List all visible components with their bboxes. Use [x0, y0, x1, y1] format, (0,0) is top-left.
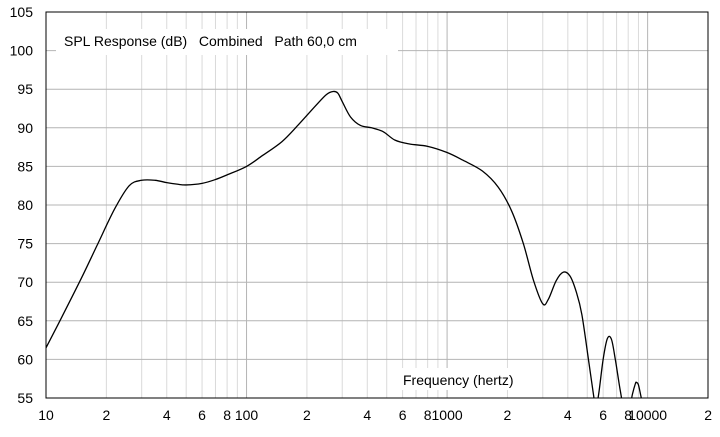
y-tick-labels: 55 60 65 70 75 80 85 90 95 100 105: [10, 4, 34, 406]
x-tick-label: 8: [624, 407, 632, 423]
x-axis-label: Frequency (hertz): [403, 372, 513, 388]
chart-title: SPL Response (dB) Combined Path 60,0 cm: [64, 33, 357, 49]
x-tick-label: 100: [235, 407, 259, 423]
y-tick-label: 65: [17, 313, 33, 329]
title-background: [56, 29, 398, 55]
plot-frame: [45, 11, 709, 399]
x-tick-label: 2: [102, 407, 110, 423]
grid-layer: [46, 12, 709, 398]
y-tick-label: 100: [10, 43, 34, 59]
x-tick-label: 2: [504, 407, 512, 423]
y-tick-label: 95: [17, 81, 33, 97]
y-tick-label: 70: [17, 274, 33, 290]
y-tick-label: 55: [17, 390, 33, 406]
x-tick-label: 10000: [628, 407, 667, 423]
x-tick-label: 8: [223, 407, 231, 423]
spl-curve: [46, 90, 642, 398]
y-tick-label: 75: [17, 236, 33, 252]
x-tick-label: 4: [163, 407, 171, 423]
y-tick-label: 85: [17, 158, 33, 174]
x-tick-label: 4: [564, 407, 572, 423]
x-tick-label: 10: [38, 407, 54, 423]
y-tick-label: 60: [17, 351, 33, 367]
x-axis-label-background: [398, 368, 528, 390]
x-tick-label: 6: [599, 407, 607, 423]
x-tick-label: 1000: [432, 407, 463, 423]
x-tick-label: 6: [399, 407, 407, 423]
x-tick-label: 2: [704, 407, 712, 423]
x-tick-label: 8: [424, 407, 432, 423]
x-tick-label: 2: [303, 407, 311, 423]
y-tick-label: 80: [17, 197, 33, 213]
x-tick-label: 6: [198, 407, 206, 423]
y-tick-label: 90: [17, 120, 33, 136]
x-tick-label: 4: [363, 407, 371, 423]
y-tick-label: 105: [10, 4, 34, 20]
curve-layer: [46, 90, 642, 398]
